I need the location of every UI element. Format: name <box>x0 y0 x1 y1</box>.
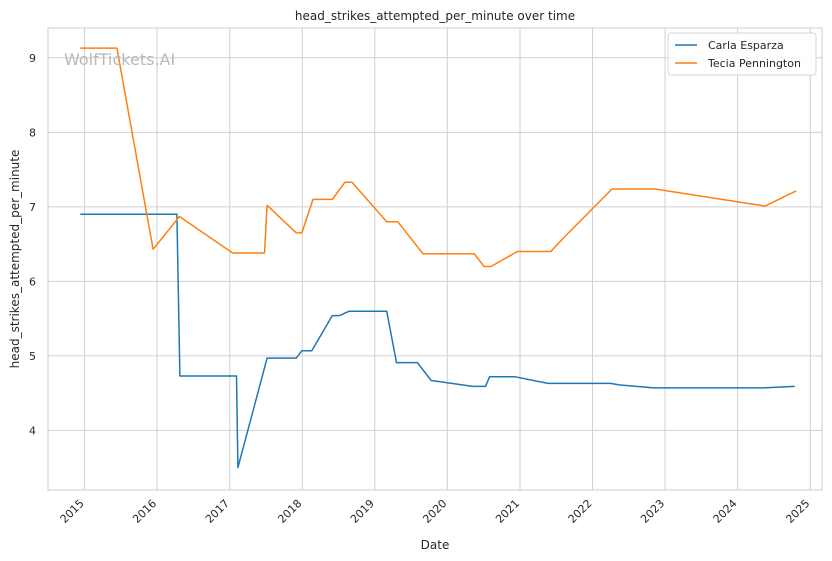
chart-title: head_strikes_attempted_per_minute over t… <box>295 9 575 23</box>
y-tick-labels: 4 5 6 7 8 9 <box>29 52 36 438</box>
x-tick-label-2015: 2015 <box>58 497 87 526</box>
x-tick-label-2017: 2017 <box>203 497 232 526</box>
y-tick-label-9: 9 <box>29 52 36 65</box>
y-tick-label-6: 6 <box>29 275 36 288</box>
x-tick-label-2024: 2024 <box>711 497 740 526</box>
series-line-carla-esparza <box>80 213 795 469</box>
legend: Carla Esparza Tecia Pennington <box>667 32 817 76</box>
y-axis-title: head_strikes_attempted_per_minute <box>8 150 22 369</box>
x-tick-label-2019: 2019 <box>348 497 377 526</box>
y-tick-label-8: 8 <box>29 126 36 139</box>
x-tick-label-2021: 2021 <box>493 497 522 526</box>
x-tick-label-2022: 2022 <box>566 497 595 526</box>
watermark: WolfTickets.AI <box>64 50 175 69</box>
series-line-tecia-pennington <box>80 47 797 268</box>
y-tick-label-4: 4 <box>29 424 36 437</box>
series-layer <box>80 47 797 469</box>
x-grid <box>84 28 811 490</box>
x-tick-label-2016: 2016 <box>130 497 159 526</box>
x-tick-label-2025: 2025 <box>783 497 812 526</box>
x-tick-labels: 2015 2016 2017 2018 2019 2020 2021 2022 2023 2024… <box>58 497 813 526</box>
legend-label-tecia-pennington: Tecia Pennington <box>707 57 801 70</box>
legend-box <box>667 32 817 76</box>
x-axis-title: Date <box>421 538 450 552</box>
x-tick-label-2020: 2020 <box>420 497 449 526</box>
x-tick-label-2023: 2023 <box>638 497 667 526</box>
plot-frame <box>47 27 823 491</box>
y-grid <box>48 57 822 431</box>
x-tick-label-2018: 2018 <box>275 497 304 526</box>
y-tick-label-5: 5 <box>29 350 36 363</box>
y-tick-label-7: 7 <box>29 201 36 214</box>
legend-label-carla-esparza: Carla Esparza <box>708 39 784 52</box>
